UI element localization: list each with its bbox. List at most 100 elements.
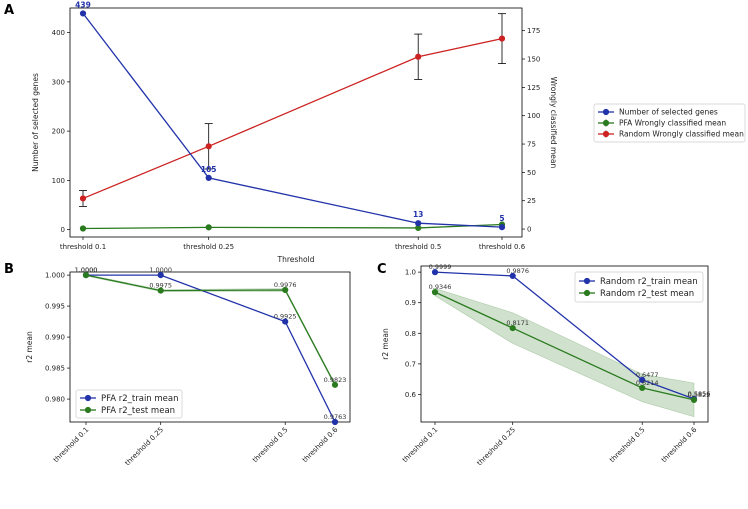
y-axis-label: r2 mean [25, 331, 34, 363]
point-test [431, 289, 439, 296]
point-train [431, 269, 439, 276]
y-tick-label: 0.985 [45, 365, 65, 373]
x-tick-label: threshold 0.6 [660, 425, 699, 464]
legend-box [75, 389, 183, 419]
point-selected-genes [79, 10, 87, 17]
y-right-tick-label: 125 [527, 84, 540, 92]
data-label: 0.6214 [636, 379, 659, 387]
series-line-selected-genes [82, 13, 503, 228]
y-tick-label: 100 [52, 177, 65, 185]
data-label: 0.9975 [149, 282, 172, 290]
point-train [639, 376, 646, 383]
data-label: 1.0000 [149, 266, 172, 274]
y-tick-label: 0.7 [405, 360, 416, 368]
x-tick-label: threshold 0.5 [608, 426, 646, 464]
data-label: 439 [75, 0, 91, 9]
data-label: 1.0000 [75, 266, 98, 274]
data-label: 0.9999 [429, 263, 452, 271]
x-tick-label: threshold 0.5 [251, 426, 289, 464]
data-label: 0.9346 [429, 283, 452, 291]
data-label: 0.9925 [274, 313, 297, 321]
plot-frame [69, 271, 351, 423]
y-right-tick-label: 150 [527, 56, 540, 64]
data-label: 0.5856 [688, 390, 711, 398]
data-label: 105 [201, 165, 217, 174]
series-line-random-wrong [82, 37, 503, 200]
point-train [157, 271, 164, 279]
panel-letter-c: C [377, 262, 387, 277]
point-test [690, 396, 698, 404]
data-label: 0.5822 [688, 391, 711, 399]
y-tick-label: 0.990 [45, 334, 65, 342]
y-right-tick-label: 50 [527, 169, 536, 177]
series-line-test [85, 274, 336, 386]
x-tick-label: threshold 0.25 [476, 426, 518, 468]
data-label: 0.9976 [274, 281, 297, 289]
legend-label: Number of selected genes [619, 108, 718, 117]
y-axis-label: Number of selected genes [31, 73, 40, 172]
chart-a: 0 100 200 300 400 0 25 50 75 100 125 150 175 threshol… [31, 0, 746, 264]
point-random-wrong [498, 35, 506, 42]
y-right-axis-label: Wrongly classified mean [549, 77, 558, 169]
legend-box [593, 103, 746, 143]
data-label: 1.0000 [75, 266, 98, 274]
x-tick-label: threshold 0.25 [183, 243, 234, 251]
y-right-tick-label: 75 [527, 141, 536, 149]
x-tick-label: threshold 0.1 [52, 426, 90, 464]
data-label: 13 [413, 210, 423, 219]
legend-label: PFA r2_train mean [101, 394, 179, 404]
point-random-wrong [79, 195, 87, 202]
series-line-test [434, 291, 695, 401]
y-axis-label: r2 mean [381, 328, 390, 360]
x-tick-label: threshold 0.6 [301, 425, 340, 464]
series-line-train [434, 271, 695, 400]
data-label: 0.8171 [506, 319, 529, 327]
y-tick-label: 300 [52, 78, 65, 86]
point-pfa-wrong [79, 225, 87, 232]
chart-c: 0.6 0.7 0.8 0.9 1.0 threshold 0.1 threshold 0.… [381, 263, 710, 467]
legend-marker [602, 108, 610, 116]
data-label: 0.9823 [324, 376, 347, 384]
data-label: 5 [499, 214, 504, 223]
y-tick-label: 200 [52, 128, 65, 136]
legend-marker [84, 406, 92, 414]
legend-label: Random Wrongly classified mean [619, 130, 744, 139]
point-test [331, 381, 339, 388]
x-tick-label: threshold 0.5 [395, 243, 441, 251]
y-tick-label: 0 [61, 226, 65, 234]
point-selected-genes [205, 174, 212, 182]
panel-letter-a: A [4, 3, 14, 18]
y-tick-label: 0.995 [45, 303, 65, 311]
point-pfa-wrong [205, 224, 212, 231]
y-tick-label: 0.980 [45, 396, 65, 404]
point-random-wrong [415, 53, 422, 60]
plot-frame [69, 7, 523, 238]
point-test [282, 286, 289, 294]
data-label: 0.6477 [636, 371, 659, 379]
plot-frame [420, 265, 709, 423]
point-train [282, 318, 289, 325]
point-train [331, 418, 339, 426]
legend-marker [583, 277, 591, 285]
y-right-tick-label: 25 [527, 197, 536, 205]
legend-box [574, 271, 704, 303]
legend-label: PFA r2_test mean [101, 406, 175, 416]
point-selected-genes [415, 220, 422, 227]
legend-marker [84, 394, 92, 402]
legend-label: Random r2_test mean [600, 289, 694, 299]
point-random-wrong [205, 143, 212, 150]
panel-letter-b: B [4, 262, 14, 277]
point-selected-genes [498, 224, 506, 231]
x-tick-label: threshold 0.6 [479, 243, 526, 251]
data-label: 0.9876 [506, 267, 529, 275]
legend-label: Random r2_train mean [600, 277, 698, 287]
point-test [82, 271, 90, 279]
y-tick-label: 400 [52, 29, 65, 37]
legend-marker [602, 119, 610, 127]
point-test [639, 384, 646, 392]
point-test [157, 287, 164, 294]
series-line-pfa-wrong [82, 223, 503, 230]
y-tick-label: 1.0 [405, 269, 416, 277]
y-tick-label: 1.000 [45, 272, 65, 280]
